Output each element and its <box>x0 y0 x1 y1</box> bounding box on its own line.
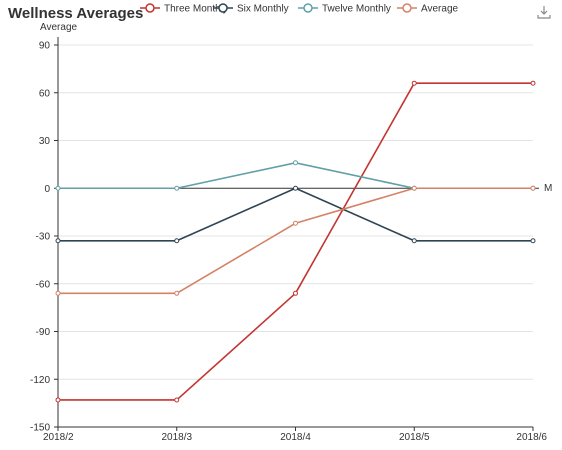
y-tick-label-7: -120 <box>30 375 50 386</box>
series-3-point-4 <box>530 185 536 191</box>
series-2-point-0 <box>55 185 61 191</box>
download-icon[interactable] <box>537 5 551 19</box>
series-3-point-2 <box>293 220 298 226</box>
y-tick-label-5: -60 <box>36 279 51 290</box>
legend-item-1[interactable]: Six Monthly <box>213 3 289 15</box>
y-tick-label-3: 0 <box>44 184 50 195</box>
x-tick-label-0: 2018/2 <box>43 432 74 443</box>
series-1-point-1 <box>174 238 180 244</box>
series-line-1 <box>58 187 533 242</box>
series-1-point-3 <box>411 238 417 244</box>
series-1-point-2 <box>293 185 298 191</box>
legend-marker-0 <box>145 3 155 13</box>
series-3-point-3 <box>411 185 417 191</box>
legend-label-0: Three Monthly <box>164 4 228 15</box>
legend-marker-3 <box>402 3 412 13</box>
legend-label-2: Twelve Monthly <box>322 4 391 15</box>
series-3-point-1 <box>174 290 180 296</box>
legend-item-3[interactable]: Average <box>397 3 459 15</box>
series-1-point-0 <box>55 238 61 244</box>
x-tick-label-4: 2018/6 <box>516 432 547 443</box>
series-2-point-1 <box>174 185 180 191</box>
series-1-point-4 <box>530 238 536 244</box>
series-line-2 <box>58 161 533 190</box>
series-2-point-2 <box>293 160 298 166</box>
legend-marker-1 <box>218 3 228 13</box>
series-0-point-1 <box>174 397 180 403</box>
series-0-point-3 <box>411 80 417 86</box>
y-axis-name: Average <box>40 22 78 33</box>
y-tick-label-1: 60 <box>39 88 51 99</box>
y-tick-label-6: -90 <box>36 327 51 338</box>
legend-layer[interactable]: Three Monthly Six Monthly Twelve Monthly Av… <box>140 3 459 15</box>
y-tick-label-2: 30 <box>39 136 51 147</box>
y-tick-label-8: -150 <box>30 423 50 434</box>
series-0-point-2 <box>293 290 298 296</box>
legend-label-3: Average <box>421 4 459 15</box>
legend-item-2[interactable]: Twelve Monthly <box>298 3 391 15</box>
legend-label-1: Six Monthly <box>237 4 289 15</box>
x-tick-label-2: 2018/4 <box>280 432 311 443</box>
legend-marker-2 <box>303 3 313 13</box>
zero-line-label: M <box>544 183 552 194</box>
series-layer <box>55 80 536 403</box>
y-tick-label-4: -30 <box>36 232 51 243</box>
y-tick-label-0: 90 <box>39 41 51 52</box>
grid-layer <box>58 44 539 380</box>
series-0-point-0 <box>55 397 61 403</box>
series-3-point-0 <box>55 290 61 296</box>
x-tick-label-3: 2018/5 <box>399 432 430 443</box>
series-0-point-4 <box>530 80 536 86</box>
x-tick-label-1: 2018/3 <box>161 432 192 443</box>
legend-item-0[interactable]: Three Monthly <box>140 3 228 15</box>
chart-title: Wellness Averages <box>8 5 143 22</box>
